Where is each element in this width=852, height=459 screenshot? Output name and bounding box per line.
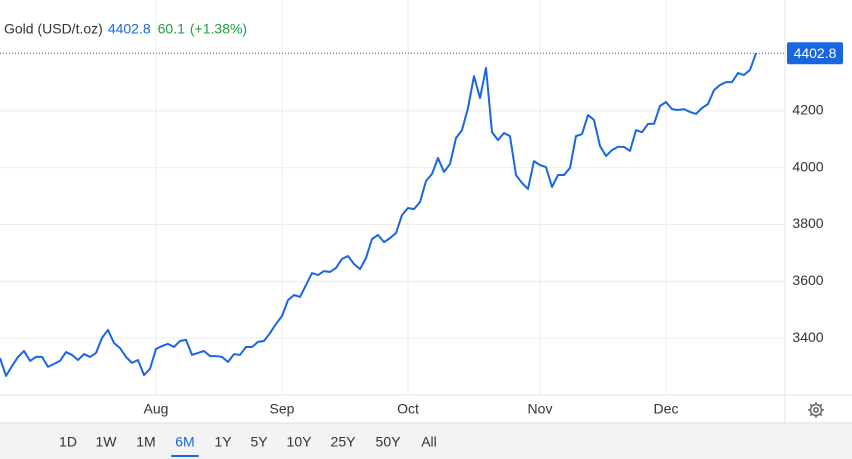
price-change: 60.1 [158, 21, 185, 37]
plot [0, 52, 785, 377]
price-line [0, 52, 757, 377]
axis: 3400 3600 3800 4000 4200 Aug Sep Oct Nov Dec 4402.… [144, 42, 843, 417]
range-button[interactable]: 25Y [331, 434, 357, 450]
price-change-percent: (+1.38%) [190, 21, 247, 37]
last-price-tag-label: 4402.8 [794, 45, 837, 61]
y-tick-label: 3400 [792, 329, 823, 345]
range-button[interactable]: 1W [96, 434, 118, 450]
range-button[interactable]: 10Y [287, 434, 313, 450]
y-tick-label: 3600 [792, 272, 823, 288]
y-tick-label: 4000 [792, 158, 823, 174]
settings-icon[interactable] [808, 402, 824, 418]
range-button[interactable]: 5Y [250, 434, 268, 450]
range-button[interactable]: 1Y [214, 434, 232, 450]
range-button[interactable]: All [421, 434, 437, 450]
range-buttons: 1D 1W 1M 6M 1Y 5Y 10Y 25Y 50Y All [59, 434, 437, 457]
x-tick-label: Sep [270, 401, 295, 417]
y-tick-label: 4200 [792, 102, 823, 118]
x-tick-label: Dec [654, 401, 679, 417]
last-price-tag [787, 42, 843, 65]
gear-inner [813, 407, 819, 413]
y-tick-label: 3800 [792, 215, 823, 231]
range-button[interactable]: 50Y [376, 434, 402, 450]
instrument-name: Gold (USD/t.oz) [4, 21, 103, 37]
x-tick-label: Oct [397, 401, 419, 417]
range-button[interactable]: 1D [59, 434, 77, 450]
grid [0, 0, 785, 395]
range-button[interactable]: 1M [136, 434, 155, 450]
gear-teeth [808, 402, 824, 418]
x-tick-label: Aug [144, 401, 169, 417]
last-price: 4402.8 [108, 21, 151, 37]
header: Gold (USD/t.oz) 4402.8 60.1 (+1.38%) [4, 21, 247, 37]
range-button[interactable]: 6M [175, 434, 194, 450]
toolbar [0, 423, 852, 459]
x-tick-label: Nov [528, 401, 553, 417]
